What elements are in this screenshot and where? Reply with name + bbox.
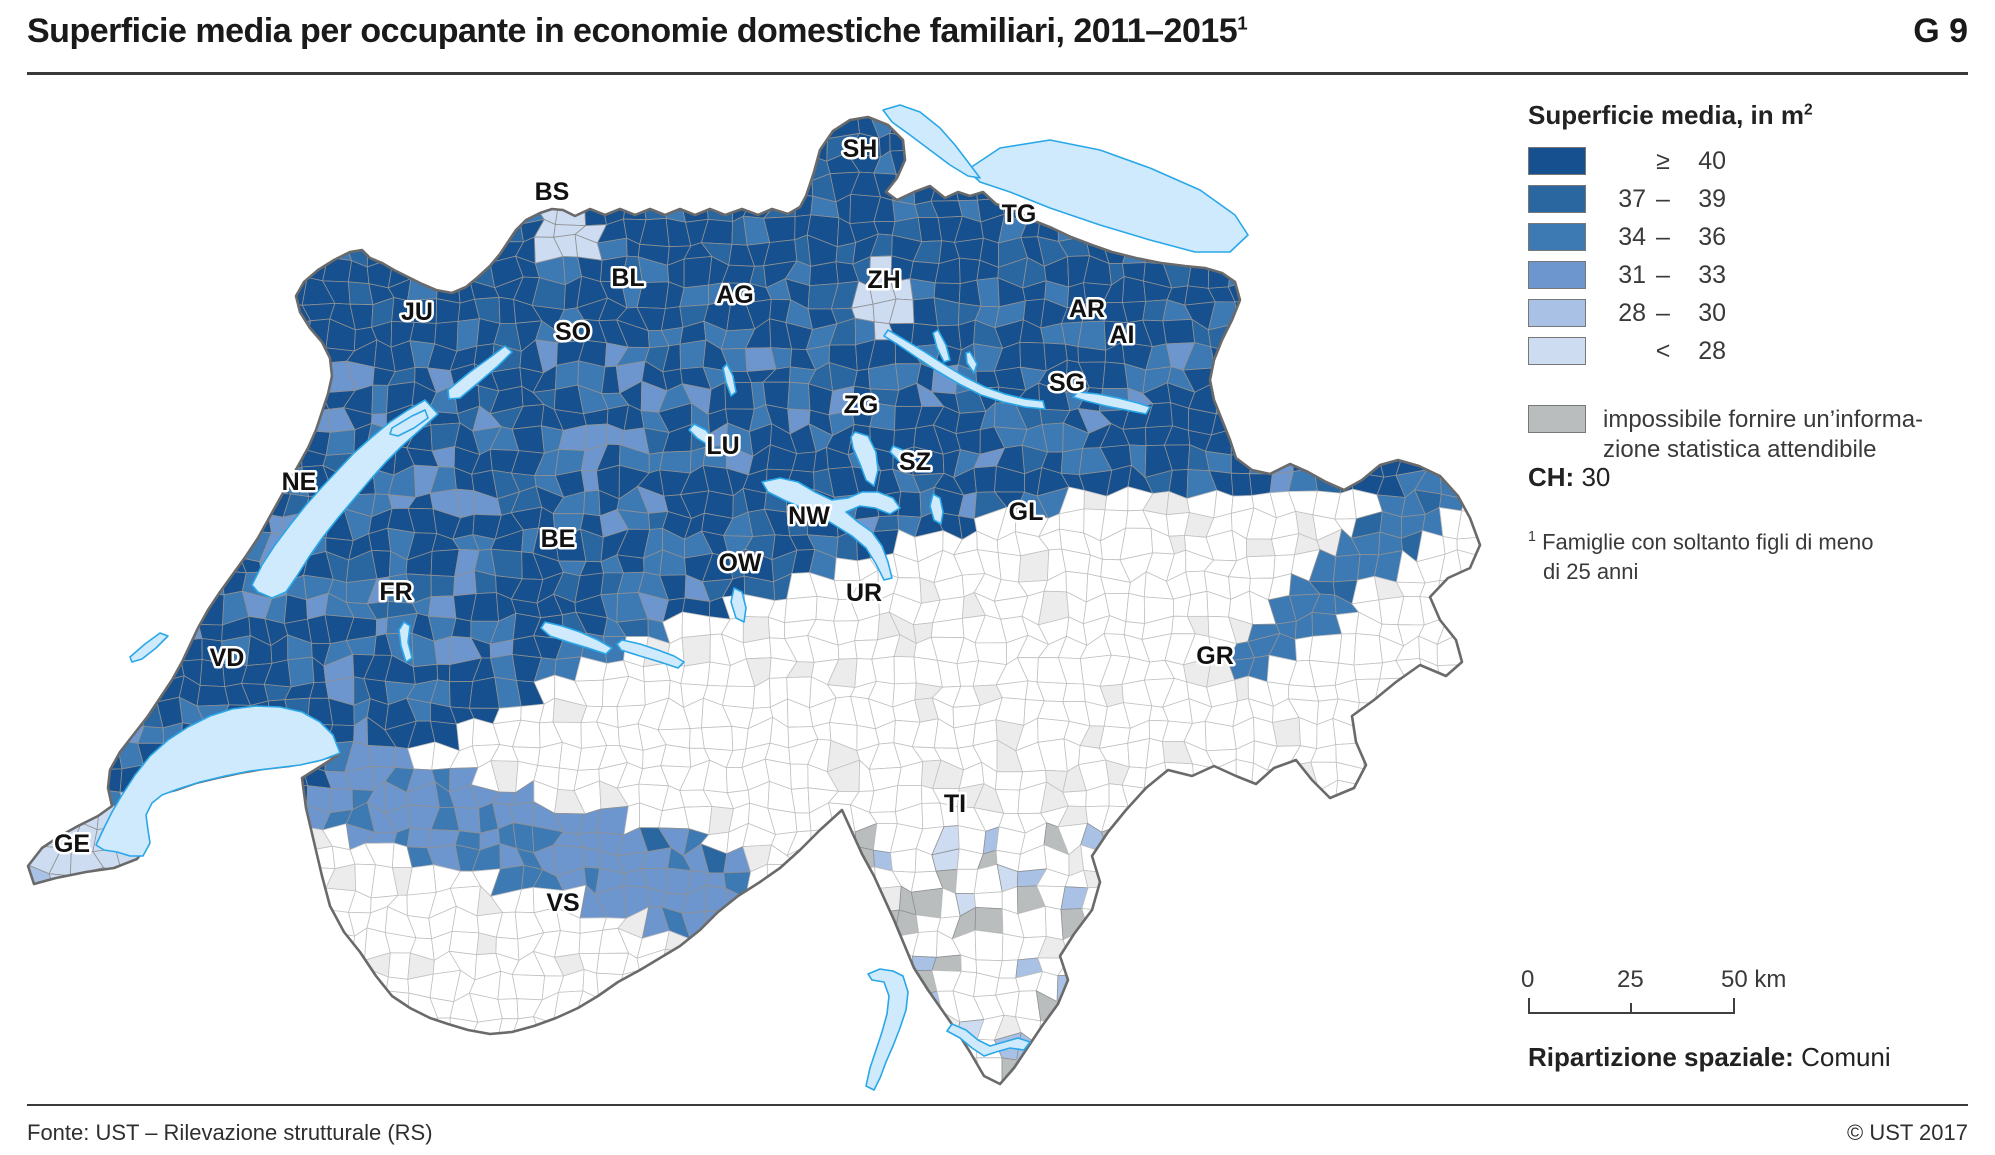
lake: [688, 423, 715, 446]
canton-label-SO: SO: [555, 318, 591, 346]
ch-average: CH: 30: [1528, 462, 1611, 492]
canton-label-AG: AG: [716, 281, 754, 309]
lake: [850, 431, 879, 487]
lakes: [95, 104, 1249, 1091]
footer: Fonte: UST – Rilevazione strutturale (RS…: [27, 1120, 1968, 1146]
header-rule: [27, 72, 1968, 75]
scale-bar: 0 25 50 km: [1521, 966, 1828, 1016]
legend-swatch: [1528, 223, 1586, 251]
lake: [540, 621, 613, 655]
lake: [889, 445, 908, 462]
lake: [761, 477, 901, 581]
legend-no-data-label: impossibile fornire un’informa- zione st…: [1603, 406, 1924, 463]
scale-label-25: 25: [1617, 966, 1644, 993]
canton-label-VS: VS: [546, 889, 579, 917]
canton-label-BE: BE: [541, 525, 576, 553]
canton-label-GL: GL: [1009, 498, 1044, 526]
lake: [929, 493, 944, 525]
canton-labels: SH BS TG BL ZH AG JU AR SO AI SG ZG LU SZ NE NW GL BE OW UR…: [51, 133, 1236, 920]
canton-label-NW: NW: [788, 502, 830, 530]
legend-row: 28–30: [1528, 299, 1988, 327]
canton-label-TG: TG: [1002, 200, 1037, 228]
canton-label-FR: FR: [379, 578, 412, 606]
canton-label-SH: SH: [843, 135, 878, 163]
spatial-division: Ripartizione spaziale: Comuni: [1528, 1042, 1891, 1072]
lake: [882, 104, 981, 179]
municipality-mosaic: [28, 117, 1480, 1084]
lake: [966, 139, 1249, 253]
canton-label-VD: VD: [210, 644, 245, 672]
legend-row: 31–33: [1528, 261, 1988, 289]
lake: [389, 409, 429, 437]
lake: [398, 621, 413, 663]
legend-swatch: [1528, 147, 1586, 175]
legend-row: 37–39: [1528, 185, 1988, 213]
canton-label-JU: JU: [401, 298, 433, 326]
canton-label-GE: GE: [54, 830, 90, 858]
legend-swatch: [1528, 337, 1586, 365]
lake: [965, 351, 978, 374]
legend-no-data-swatch: [1528, 405, 1586, 433]
lake: [932, 329, 951, 363]
lake: [95, 705, 341, 857]
lake: [447, 345, 513, 400]
canton-label-BS: BS: [535, 178, 570, 206]
lake: [730, 587, 747, 623]
legend-no-data: impossibile fornire un’informa- zione st…: [1528, 405, 1923, 465]
canton-label-TI: TI: [944, 790, 966, 818]
canton-label-ZH: ZH: [867, 266, 900, 294]
canton-label-NE: NE: [282, 468, 317, 496]
source-note: Fonte: UST – Rilevazione strutturale (RS…: [27, 1120, 433, 1145]
canton-label-BL: BL: [611, 264, 644, 292]
scale-label-0: 0: [1521, 966, 1535, 993]
country-border: [26, 115, 1482, 1086]
legend-row: ≥40: [1528, 147, 1988, 175]
canton-label-LU: LU: [706, 432, 739, 460]
legend-row: 34–36: [1528, 223, 1988, 251]
canton-label-GR: GR: [1196, 642, 1234, 670]
canton-label-SZ: SZ: [899, 448, 931, 476]
legend-swatch: [1528, 185, 1586, 213]
page-title: Superficie media per occupante in econom…: [27, 12, 1248, 50]
canton-label-AR: AR: [1069, 295, 1105, 323]
canton-label-AI: AI: [1110, 321, 1135, 349]
legend: Superficie media, in m2 ≥40 37–39 34–36 …: [1528, 100, 1988, 365]
canton-label-UR: UR: [846, 579, 882, 607]
copyright-note: © UST 2017: [1847, 1120, 1968, 1145]
canton-label-OW: OW: [718, 549, 761, 577]
lake: [865, 968, 909, 1091]
lake: [129, 632, 169, 663]
canton-label-ZG: ZG: [844, 391, 879, 419]
lake: [883, 329, 1046, 410]
legend-title: Superficie media, in m2: [1528, 100, 1813, 130]
lake: [616, 639, 685, 669]
header: Superficie media per occupante in econom…: [27, 12, 1968, 51]
lake: [1072, 391, 1151, 415]
legend-swatch: [1528, 261, 1586, 289]
lake: [946, 1023, 1031, 1057]
legend-swatch: [1528, 299, 1586, 327]
scale-label-50: 50 km: [1721, 966, 1787, 993]
footer-rule: [27, 1104, 1968, 1106]
lake: [722, 363, 737, 397]
lake: [251, 399, 439, 599]
canton-label-SG: SG: [1049, 369, 1085, 397]
scale-bar-line: [1528, 998, 1735, 1014]
footnote: 1 Famiglie con soltanto figli di meno di…: [1528, 529, 1874, 585]
legend-row: <28: [1528, 337, 1988, 365]
legend-classes: ≥40 37–39 34–36 31–33 28–30 <28: [1528, 147, 1988, 365]
figure-id: G 9: [1913, 12, 1968, 50]
